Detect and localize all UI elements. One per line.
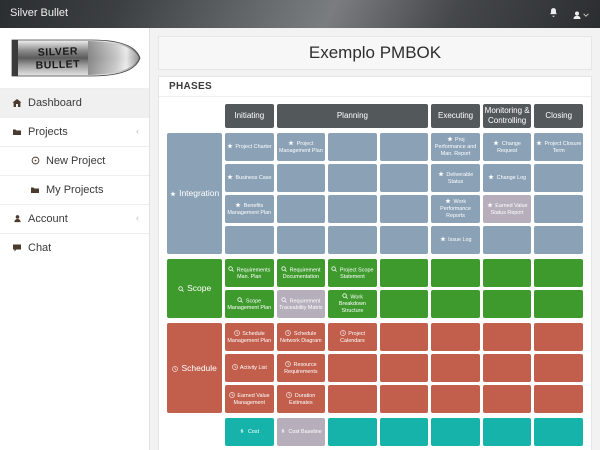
svg-text:$: $ [241, 429, 244, 435]
svg-text:SILVER: SILVER [38, 45, 79, 58]
svg-text:$: $ [282, 429, 285, 435]
svg-text:BULLET: BULLET [35, 58, 80, 72]
